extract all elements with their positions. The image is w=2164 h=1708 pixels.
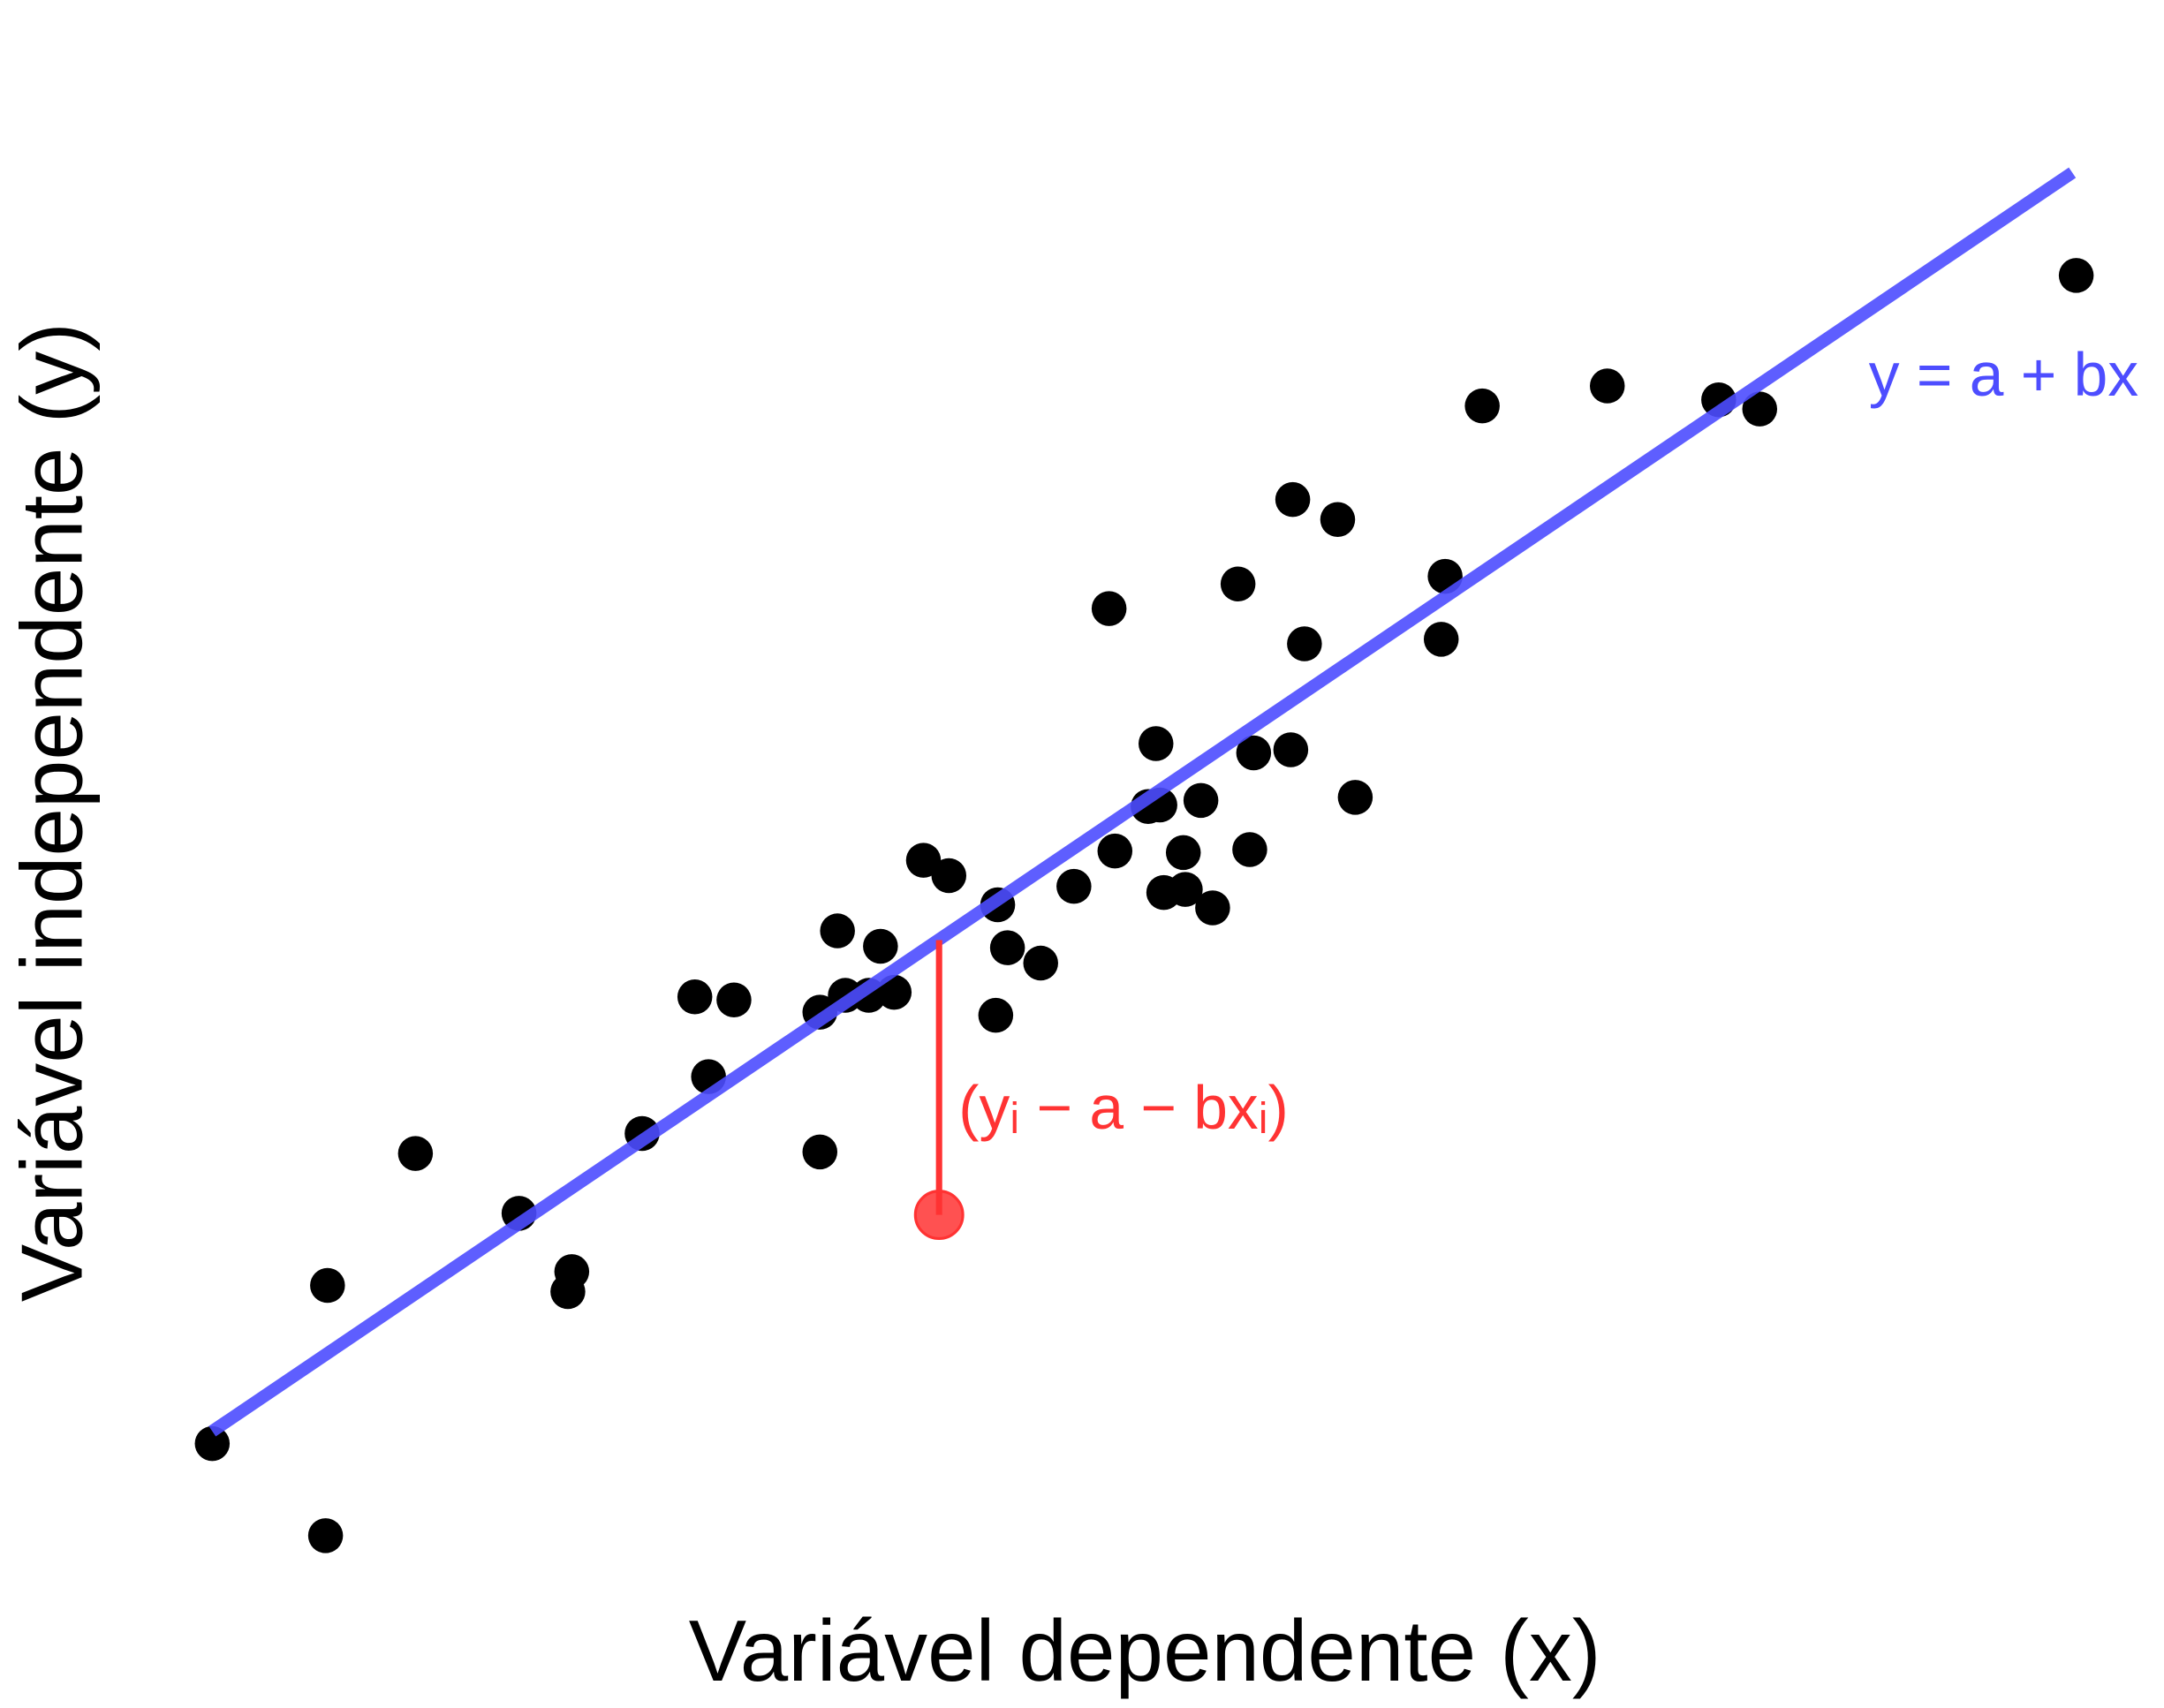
data-point — [863, 928, 898, 964]
data-point — [1195, 890, 1230, 926]
data-point — [554, 1254, 590, 1289]
data-point — [1097, 833, 1133, 869]
data-point — [876, 974, 912, 1010]
x-axis-label: Variável dependente (x) — [689, 1602, 1601, 1699]
fit-line-label: y = a + bx — [1869, 340, 2139, 409]
data-point — [1337, 780, 1373, 815]
data-point — [1275, 481, 1311, 518]
data-point — [310, 1267, 345, 1304]
data-point — [194, 1425, 231, 1462]
data-point — [1165, 835, 1201, 871]
data-point — [1742, 391, 1778, 427]
data-point — [802, 1134, 838, 1170]
data-point — [1138, 726, 1174, 761]
data-point — [1183, 782, 1219, 819]
data-point — [931, 858, 967, 894]
data-point — [2058, 258, 2094, 293]
residual-label: (yᵢ − a − bxᵢ) — [958, 1073, 1288, 1142]
data-point — [1236, 735, 1272, 771]
residual-point — [913, 1190, 965, 1241]
data-point — [989, 930, 1025, 965]
data-point — [307, 1518, 344, 1553]
y-axis-label: Variável independente (y) — [4, 322, 101, 1302]
data-point — [1168, 872, 1203, 907]
data-point — [1273, 732, 1309, 767]
data-point — [716, 982, 752, 1018]
data-point — [677, 979, 713, 1015]
data-point — [1232, 832, 1267, 867]
data-point — [1287, 626, 1322, 661]
data-point — [905, 843, 942, 878]
data-point — [397, 1136, 434, 1171]
data-point — [1091, 591, 1127, 626]
data-point — [1464, 388, 1500, 424]
fit-line — [208, 167, 2077, 1437]
data-point — [978, 997, 1014, 1033]
data-point — [1320, 502, 1356, 538]
data-point — [1589, 368, 1625, 404]
data-point — [820, 913, 855, 948]
data-point — [1423, 622, 1459, 657]
data-point — [1056, 868, 1092, 904]
data-point — [1023, 945, 1058, 981]
data-point — [1220, 566, 1256, 602]
